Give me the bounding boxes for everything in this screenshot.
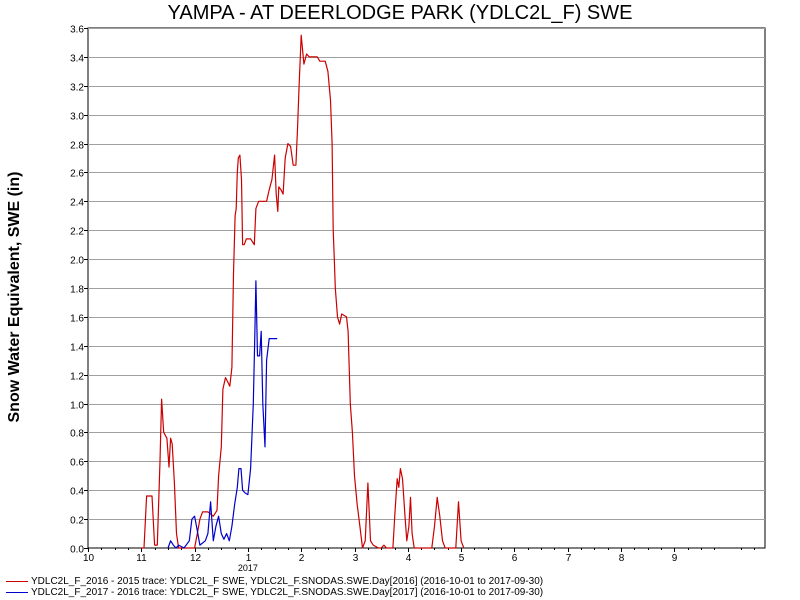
y-tick-label: 3.6 bbox=[70, 25, 84, 36]
legend-item-2016: YDLC2L_F_2016 - 2015 trace: YDLC2L_F SWE… bbox=[6, 576, 543, 587]
x-tick-label: 2 bbox=[299, 553, 305, 564]
y-tick-label: 1.2 bbox=[70, 372, 84, 383]
series-line-2016 bbox=[141, 34, 465, 549]
legend-swatch-2016 bbox=[6, 580, 28, 582]
y-tick-label: 1.0 bbox=[70, 401, 84, 412]
y-tick-label: 2.2 bbox=[70, 227, 84, 238]
x-tick-label: 9 bbox=[672, 553, 678, 564]
x-tick-label: 1 bbox=[246, 553, 252, 564]
x-tick-label: 11 bbox=[136, 553, 147, 564]
y-tick-label: 3.2 bbox=[70, 83, 84, 94]
y-tick-label: 0.0 bbox=[70, 545, 84, 556]
legend-label-2017: YDLC2L_F_2017 - 2016 trace: YDLC2L_F SWE… bbox=[31, 587, 544, 598]
x-tick-label: 4 bbox=[406, 553, 412, 564]
legend-item-2017: YDLC2L_F_2017 - 2016 trace: YDLC2L_F SWE… bbox=[6, 587, 543, 598]
x-tick-label: 10 bbox=[83, 553, 95, 564]
y-tick-label: 2.6 bbox=[70, 169, 84, 180]
y-tick-label: 0.8 bbox=[70, 429, 84, 440]
y-tick-label: 1.8 bbox=[70, 285, 84, 296]
chart-title: YAMPA - AT DEERLODGE PARK (YDLC2L_F) SWE bbox=[167, 2, 633, 24]
x-tick-label: 8 bbox=[619, 553, 625, 564]
series-line-2017 bbox=[167, 280, 278, 549]
x-year-label: 2017 bbox=[238, 563, 258, 573]
x-tick-label: 6 bbox=[512, 553, 518, 564]
y-tick-label: 2.4 bbox=[70, 198, 84, 209]
x-tick-label: 7 bbox=[566, 553, 572, 564]
y-tick-label: 0.4 bbox=[70, 487, 84, 498]
y-tick-label: 0.2 bbox=[70, 516, 84, 527]
y-tick-label: 2.8 bbox=[70, 141, 84, 152]
y-tick-label: 1.4 bbox=[70, 343, 84, 354]
x-tick-label: 3 bbox=[353, 553, 359, 564]
x-tick-label: 12 bbox=[190, 553, 202, 564]
y-tick-label: 3.4 bbox=[70, 54, 84, 65]
x-tick-label: 5 bbox=[459, 553, 465, 564]
y-tick-label: 0.6 bbox=[70, 458, 84, 469]
legend-label-2016: YDLC2L_F_2016 - 2015 trace: YDLC2L_F SWE… bbox=[31, 576, 544, 587]
y-tick-label: 2.0 bbox=[70, 256, 84, 267]
legend-swatch-2017 bbox=[6, 591, 28, 593]
y-tick-label: 1.6 bbox=[70, 314, 84, 325]
y-tick-label: 3.0 bbox=[70, 112, 84, 123]
